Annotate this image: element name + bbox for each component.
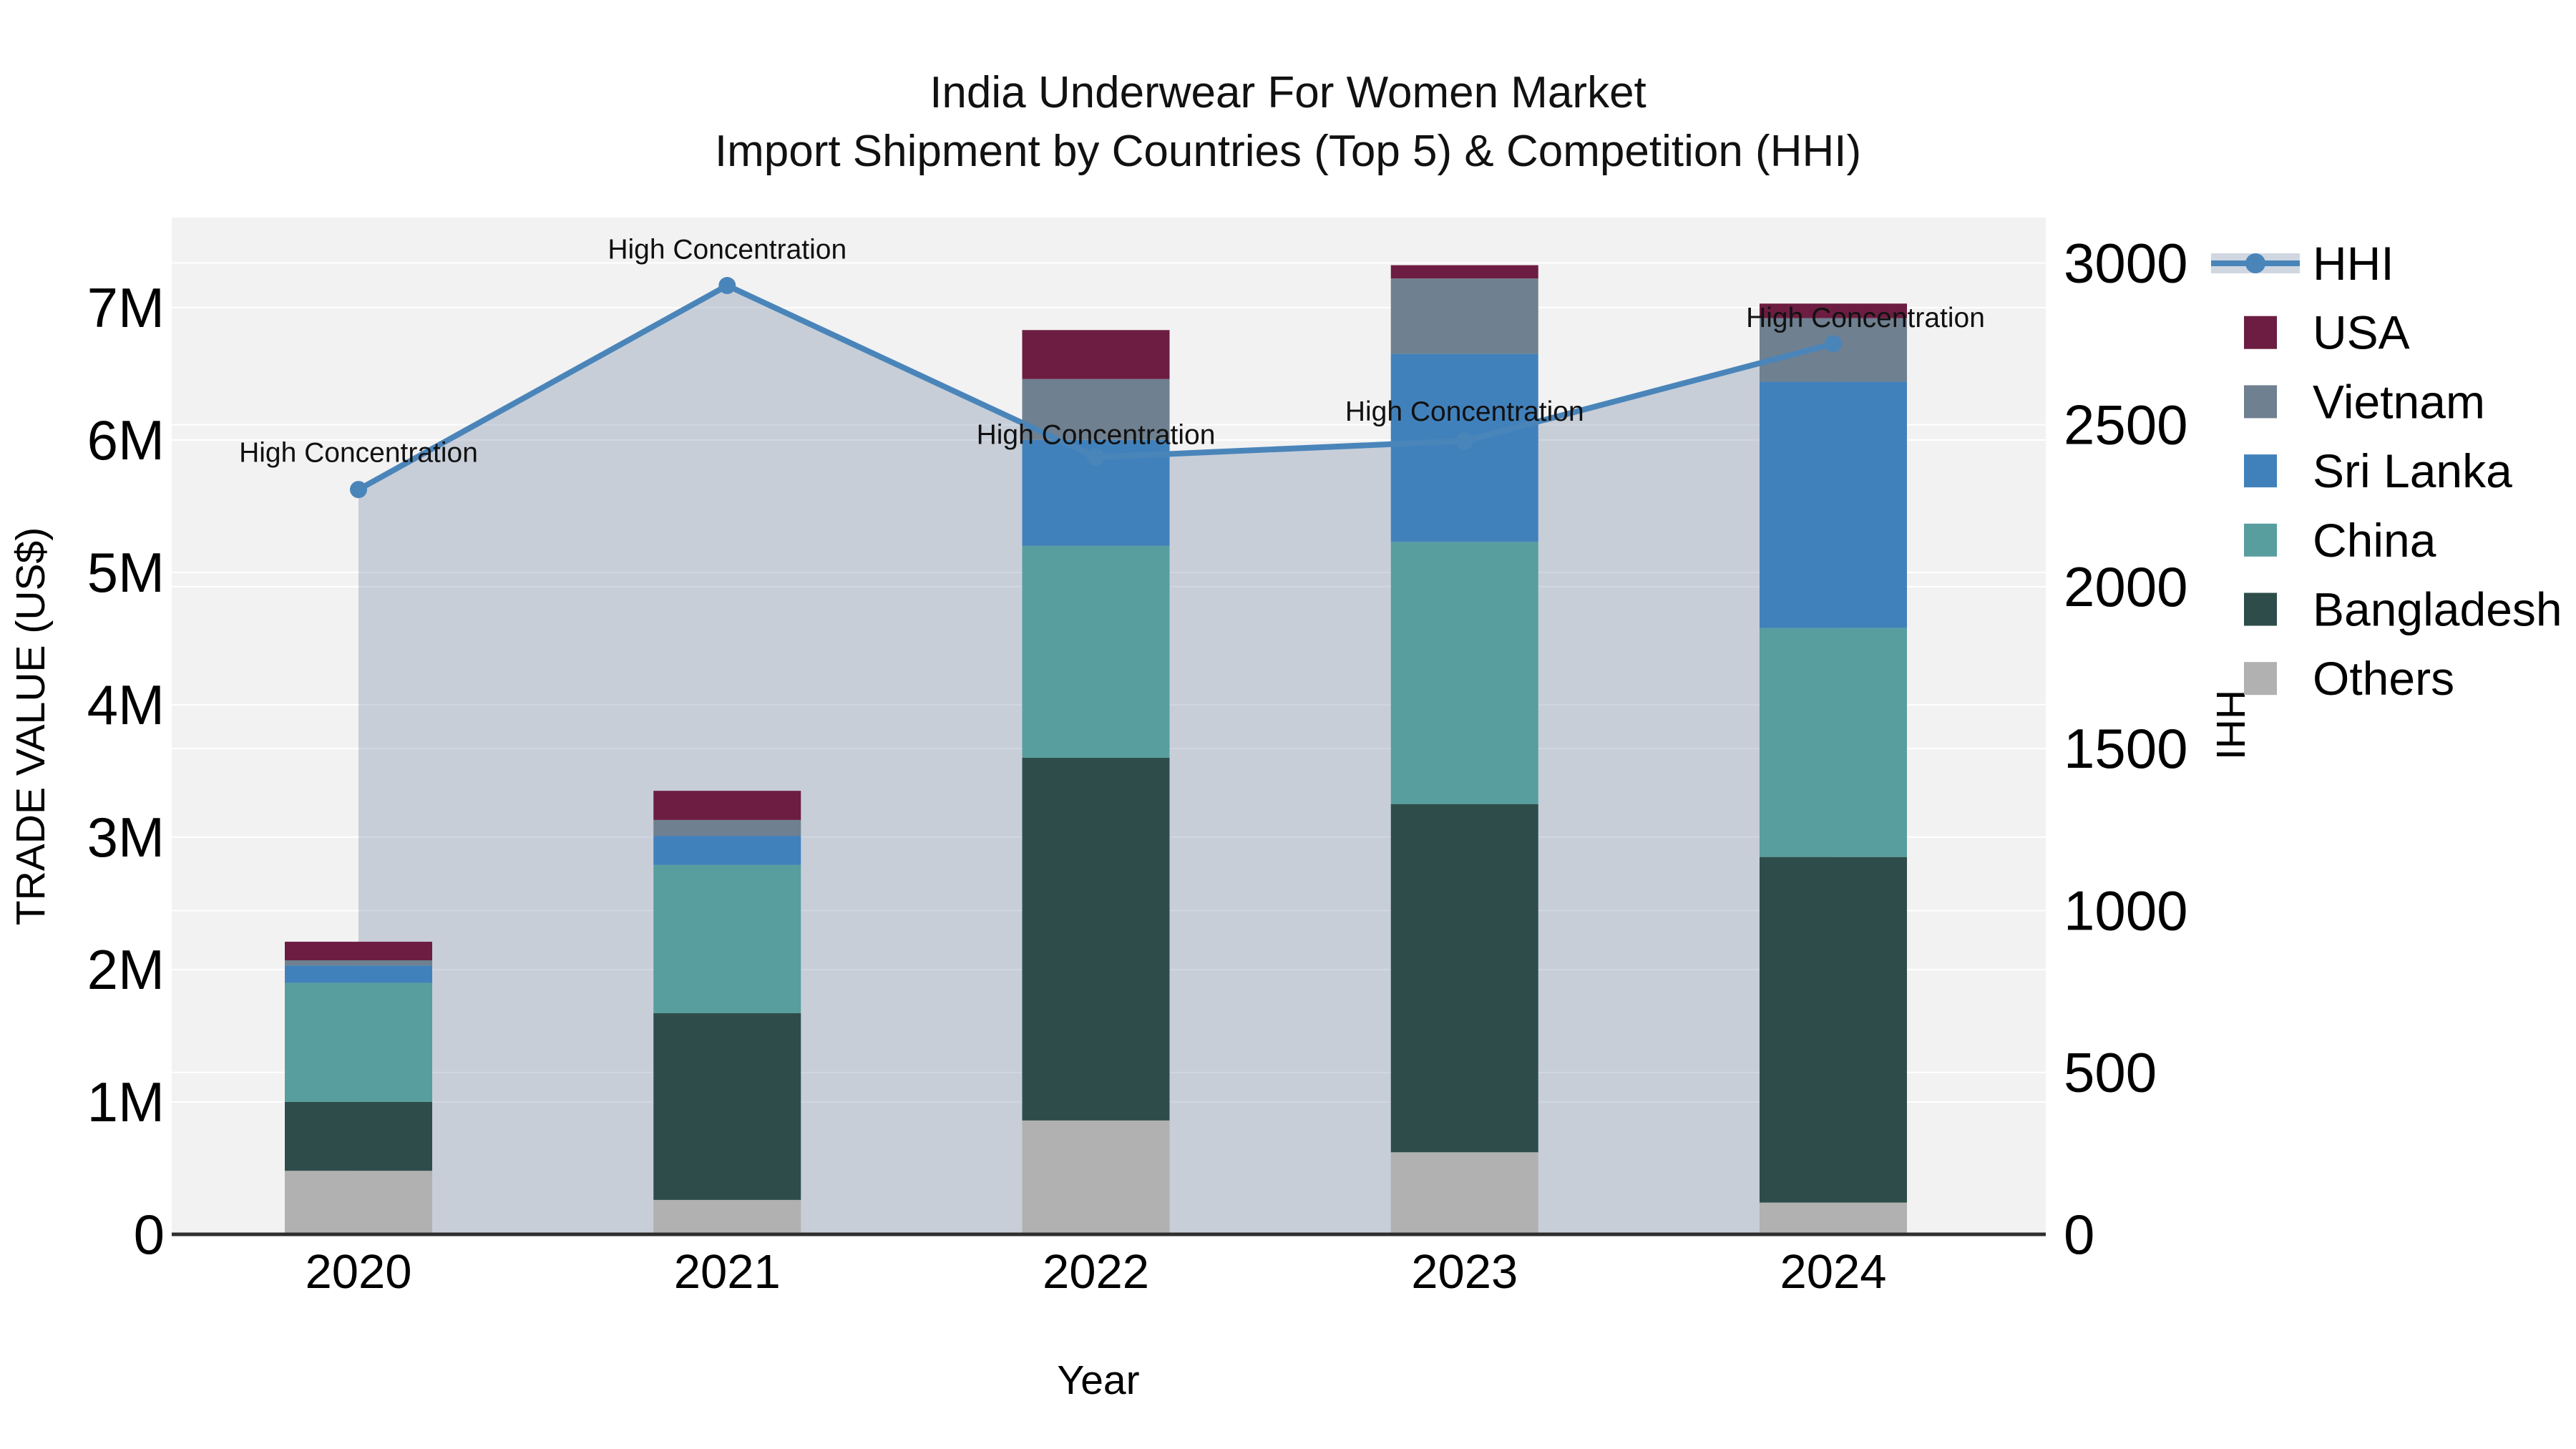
bar-segment-2024-china: [1760, 628, 1907, 857]
bar-segment-2024-others: [1760, 1202, 1907, 1234]
bar-2020: [285, 942, 432, 1234]
bar-segment-2024-bangladesh: [1760, 857, 1907, 1203]
y-left-tick-1M: 1M: [87, 1070, 165, 1133]
bar-segment-2024-sri-lanka: [1760, 381, 1907, 628]
legend-label-usa: USA: [2313, 306, 2410, 359]
legend-label-sri-lanka: Sri Lanka: [2313, 444, 2512, 497]
bar-segment-2020-sri-lanka: [285, 965, 432, 983]
x-tick-2021: 2021: [674, 1245, 781, 1299]
legend-item-vietnam: Vietnam: [2244, 375, 2485, 428]
hhi-marker-2021: [718, 277, 736, 295]
bar-2021: [653, 791, 801, 1234]
annotation-2020: High Concentration: [239, 438, 478, 469]
bar-segment-2023-vietnam: [1390, 278, 1538, 354]
bar-segment-2023-others: [1390, 1152, 1538, 1234]
bar-segment-2020-china: [285, 982, 432, 1102]
y-left-tick-4M: 4M: [87, 673, 165, 736]
y-right-tick-2000: 2000: [2064, 555, 2188, 618]
legend-item-bangladesh: Bangladesh: [2244, 583, 2562, 636]
hhi-marker-2022: [1087, 448, 1105, 466]
y-left-tick-0: 0: [134, 1203, 165, 1266]
annotation-2021: High Concentration: [608, 235, 847, 265]
y-left-tick-3M: 3M: [87, 806, 165, 869]
y-left-axis-title: TRADE VALUE (US$): [8, 527, 54, 925]
legend-hhi-marker: [2245, 253, 2265, 273]
bar-2024: [1760, 303, 1907, 1234]
y-right-tick-1500: 1500: [2064, 717, 2188, 780]
bar-segment-2022-others: [1022, 1120, 1170, 1234]
legend-item-usa: USA: [2244, 306, 2410, 359]
bar-segment-2022-usa: [1022, 330, 1170, 379]
plot-area: High Concentration High Concentration High…: [87, 218, 2188, 1299]
bar-segment-2023-china: [1390, 542, 1538, 804]
annotation-2023: High Concentration: [1345, 396, 1584, 427]
y-right-tick-3000: 3000: [2064, 231, 2188, 294]
bar-segment-2021-vietnam: [653, 819, 801, 836]
legend-item-hhi: HHI: [2211, 237, 2394, 290]
chart-title-line1: India Underwear For Women Market: [930, 68, 1646, 117]
annotation-2022: High Concentration: [977, 419, 1216, 450]
chart-title-line2: Import Shipment by Countries (Top 5) & C…: [715, 127, 1861, 176]
bar-segment-2021-china: [653, 864, 801, 1014]
bar-segment-2022-china: [1022, 545, 1170, 758]
legend-item-others: Others: [2244, 652, 2454, 705]
bar-2023: [1390, 265, 1538, 1234]
legend-swatch-usa: [2244, 316, 2277, 349]
y-right-tick-0: 0: [2064, 1203, 2094, 1266]
legend-item-sri-lanka: Sri Lanka: [2244, 444, 2512, 497]
bar-segment-2020-vietnam: [285, 960, 432, 966]
legend: HHI USA Vietnam Sri Lanka China Bangladesh Oth…: [2211, 237, 2562, 705]
y-left-tick-7M: 7M: [87, 276, 165, 339]
legend-swatch-vietnam: [2244, 385, 2277, 419]
bar-segment-2021-usa: [653, 791, 801, 820]
legend-label-china: China: [2313, 514, 2436, 567]
legend-label-others: Others: [2313, 652, 2454, 705]
y-right-tick-500: 500: [2064, 1041, 2157, 1104]
legend-swatch-sri-lanka: [2244, 454, 2277, 488]
y-right-axis-title: HHI: [2207, 690, 2253, 760]
bar-segment-2021-others: [653, 1199, 801, 1234]
bar-segment-2020-bangladesh: [285, 1101, 432, 1171]
legend-swatch-others: [2244, 662, 2277, 696]
y-left-tick-5M: 5M: [87, 541, 165, 604]
bar-segment-2022-vietnam: [1022, 379, 1170, 440]
x-tick-2020: 2020: [305, 1245, 411, 1299]
bar-segment-2021-sri-lanka: [653, 836, 801, 865]
y-right-tick-2500: 2500: [2064, 394, 2188, 457]
bar-2022: [1022, 330, 1170, 1234]
legend-label-bangladesh: Bangladesh: [2313, 583, 2562, 636]
bar-segment-2020-others: [285, 1171, 432, 1234]
hhi-marker-2020: [350, 481, 367, 499]
bar-segment-2024-usa: [1760, 303, 1907, 318]
x-tick-2022: 2022: [1043, 1245, 1149, 1299]
y-left-tick-6M: 6M: [87, 409, 165, 472]
bar-segment-2023-bangladesh: [1390, 804, 1538, 1153]
bar-segment-2022-bangladesh: [1022, 757, 1170, 1121]
bar-segment-2020-usa: [285, 942, 432, 960]
legend-label-vietnam: Vietnam: [2313, 375, 2485, 428]
y-left-tick-2M: 2M: [87, 938, 165, 1001]
legend-swatch-bangladesh: [2244, 592, 2277, 626]
x-tick-2023: 2023: [1411, 1245, 1518, 1299]
legend-label-hhi: HHI: [2313, 237, 2394, 290]
y-right-tick-1000: 1000: [2064, 879, 2188, 942]
hhi-marker-2024: [1825, 335, 1842, 353]
legend-swatch-china: [2244, 523, 2277, 557]
annotation-2024: High Concentration: [1746, 303, 1985, 333]
x-axis-title: Year: [1057, 1357, 1139, 1403]
bar-segment-2023-usa: [1390, 265, 1538, 279]
hhi-marker-2023: [1455, 432, 1473, 450]
x-tick-2024: 2024: [1780, 1245, 1886, 1299]
bar-segment-2021-bangladesh: [653, 1013, 801, 1200]
legend-item-china: China: [2244, 514, 2436, 567]
